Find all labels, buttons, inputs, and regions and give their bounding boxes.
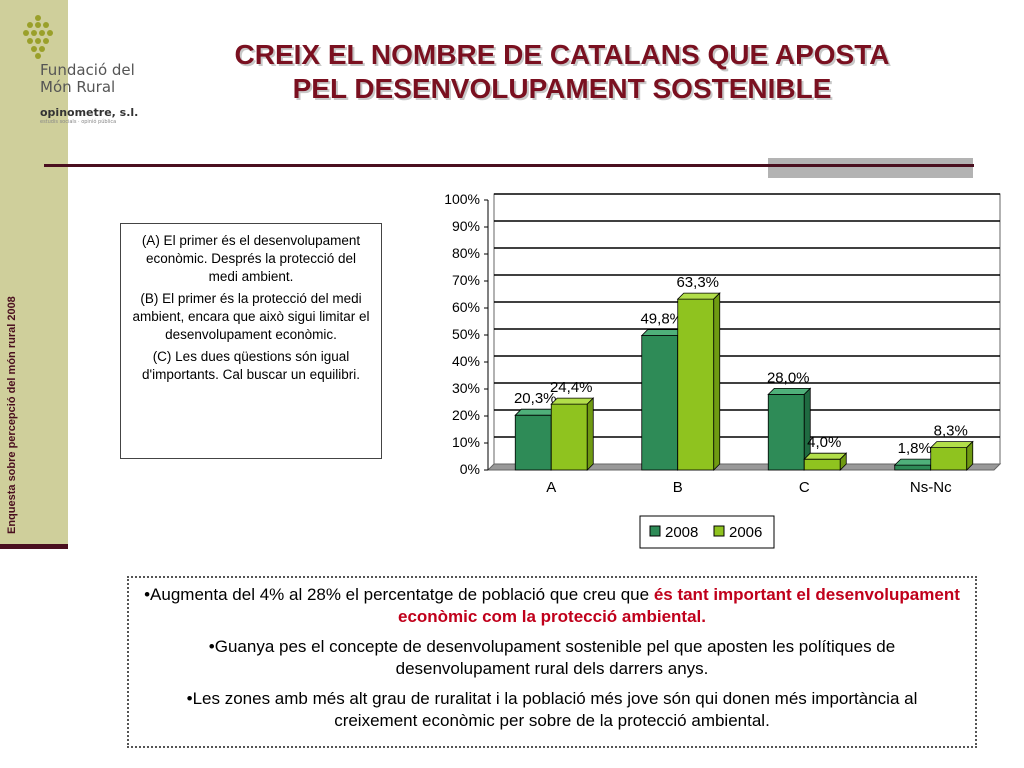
- legend-swatch-2006: [713, 525, 725, 537]
- y-tick-label: 40%: [452, 353, 480, 369]
- data-label-2006-B: 63,3%: [676, 274, 719, 291]
- x-tick-label-3: Ns-Nc: [910, 479, 952, 496]
- logo-line-1: Fundació del: [40, 61, 135, 79]
- partner-logo-text: opinometre, s.l.: [40, 106, 139, 119]
- bar-side-2006-C: [839, 452, 847, 471]
- conclusions-box: •Augmenta del 4% al 28% el percentatge d…: [127, 576, 977, 748]
- bar-2008-Ns-Nc: [894, 464, 932, 471]
- bar-2008-A: [514, 414, 552, 471]
- bar-chart: 0% 10% 20% 30% 40% 50% 60% 70% 80% 90% 100% 20,3%24…: [444, 191, 1002, 549]
- y-tick-label: 50%: [452, 326, 480, 342]
- side-band: [0, 0, 68, 548]
- y-tick-label: 30%: [452, 380, 480, 396]
- bar-side-2006-Ns-Nc: [966, 440, 974, 471]
- conclusion-1-highlight: és tant important el desenvolupament eco…: [398, 585, 960, 626]
- conclusion-3-text: •Les zones amb més alt grau de ruralitat…: [186, 689, 918, 730]
- legend-swatch-2008: [649, 525, 661, 537]
- legend: [639, 515, 775, 549]
- logo-area: [68, 0, 130, 140]
- conclusion-2-text: •Guanya pes el concepte de desenvolupame…: [208, 637, 896, 678]
- y-tick-label: 90%: [452, 218, 480, 234]
- x-tick-label-0: A: [546, 479, 556, 496]
- logo-line-2: Món Rural: [40, 78, 116, 96]
- x-tick-label-2: C: [799, 479, 810, 496]
- y-tick-label: 60%: [452, 299, 480, 315]
- data-label-2008-C: 28,0%: [767, 369, 810, 386]
- data-label-2008-B: 49,8%: [640, 311, 683, 328]
- sidebar-vertical-text: Enquesta sobre percepció del món rural 2…: [6, 296, 18, 534]
- legend-label-2006: 2006: [729, 524, 762, 541]
- y-tick-label: 0%: [460, 461, 480, 477]
- bar-side-2006-B: [713, 292, 721, 471]
- page-title: CREIX EL NOMBRE DE CATALANS QUE APOSTA P…: [132, 38, 992, 106]
- definitions-box: (A) El primer és el desenvolupament econ…: [120, 223, 382, 459]
- conclusion-3: •Les zones amb més alt grau de ruralitat…: [143, 688, 961, 732]
- data-label-2006-A: 24,4%: [550, 379, 593, 396]
- y-tick-label: 80%: [452, 245, 480, 261]
- bar-2006-Ns-Nc: [930, 447, 968, 471]
- y-tick-label: 100%: [444, 191, 480, 207]
- conclusion-2: •Guanya pes el concepte de desenvolupame…: [143, 636, 961, 680]
- definition-c: (C) Les dues qüestions són igual d'impor…: [142, 349, 360, 382]
- bar-top-2006-B: [676, 292, 721, 300]
- bar-top-2008-C: [767, 387, 812, 395]
- bar-2008-B: [641, 335, 679, 471]
- title-line-1: CREIX EL NOMBRE DE CATALANS QUE APOSTA: [234, 39, 890, 70]
- bar-side-2006-A: [586, 397, 594, 471]
- header-rule: [44, 164, 974, 167]
- header-accent-bar: [768, 158, 973, 178]
- y-tick-label: 10%: [452, 434, 480, 450]
- partner-logo: opinometre, s.l. estudis socials · opini…: [40, 106, 138, 125]
- bar-2006-C: [803, 458, 841, 471]
- conclusion-1: •Augmenta del 4% al 28% el percentatge d…: [143, 584, 961, 628]
- definition-a: (A) El primer és el desenvolupament econ…: [141, 233, 361, 284]
- bar-2006-B: [677, 298, 715, 471]
- y-tick-label: 70%: [452, 272, 480, 288]
- fundacio-logo-text: Fundació del Món Rural: [40, 62, 135, 96]
- data-label-2006-C: 4,0%: [807, 434, 841, 451]
- bar-2008-C: [767, 393, 805, 471]
- x-tick-label-1: B: [673, 479, 683, 496]
- y-tick-label: 20%: [452, 407, 480, 423]
- data-label-2008-Ns-Nc: 1,8%: [898, 440, 932, 457]
- side-band-divider: [0, 544, 68, 549]
- title-line-2: PEL DESENVOLUPAMENT SOSTENIBLE: [292, 73, 832, 104]
- bar-top-2006-C: [803, 452, 848, 460]
- bar-2006-A: [550, 403, 588, 471]
- definition-b: (B) El primer és la protecció del medi a…: [132, 291, 370, 342]
- partner-logo-subtext: estudis socials · opinió pública: [40, 119, 117, 125]
- legend-label-2008: 2008: [665, 524, 698, 541]
- fundacio-logo-icon: [23, 15, 53, 59]
- bar-top-2006-Ns-Nc: [929, 441, 974, 448]
- data-label-2006-Ns-Nc: 8,3%: [934, 423, 968, 440]
- data-label-2008-A: 20,3%: [514, 390, 557, 407]
- conclusion-1-text: •Augmenta del 4% al 28% el percentatge d…: [144, 585, 654, 604]
- bar-top-2006-A: [550, 397, 595, 405]
